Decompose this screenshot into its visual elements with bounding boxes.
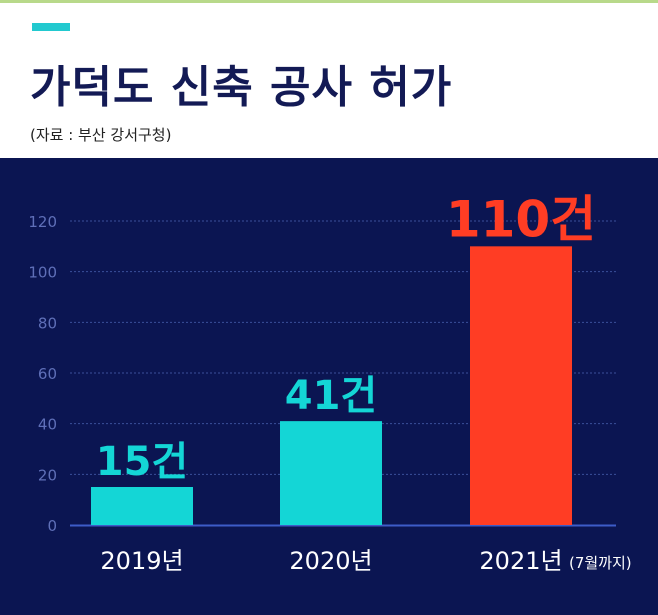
bar — [91, 487, 193, 525]
x-category-label: 2021년 — [479, 547, 562, 575]
x-category-label: 2020년 — [289, 547, 372, 575]
bar-chart: 0 20 40 60 80 100 120 15건 2019년 41건 2020년 110건 2021년… — [0, 158, 658, 611]
data-label: 110건 — [446, 190, 596, 248]
y-tick-label: 100 — [28, 264, 57, 282]
y-tick-label: 0 — [47, 517, 57, 535]
y-tick-label: 60 — [38, 365, 57, 383]
bar — [470, 246, 572, 525]
y-tick-label: 40 — [38, 416, 57, 434]
x-category-label: 2019년 — [100, 547, 183, 575]
chart-area: 0 20 40 60 80 100 120 15건 2019년 41건 2020년 110건 2021년… — [0, 158, 658, 611]
data-label: 41건 — [285, 373, 377, 419]
y-tick-label: 20 — [38, 466, 57, 484]
y-tick-label: 80 — [38, 314, 57, 332]
header-panel: 가덕도 신축 공사 허가 (자료 : 부산 강서구청) — [0, 0, 658, 158]
source-note: (자료 : 부산 강서구청) — [30, 124, 171, 145]
chart-title: 가덕도 신축 공사 허가 — [30, 51, 452, 115]
x-category-note: (7월까지) — [569, 554, 632, 572]
y-tick-label: 120 — [28, 213, 57, 231]
accent-bar — [32, 23, 70, 31]
data-label: 15건 — [96, 439, 188, 485]
bar — [280, 421, 382, 525]
